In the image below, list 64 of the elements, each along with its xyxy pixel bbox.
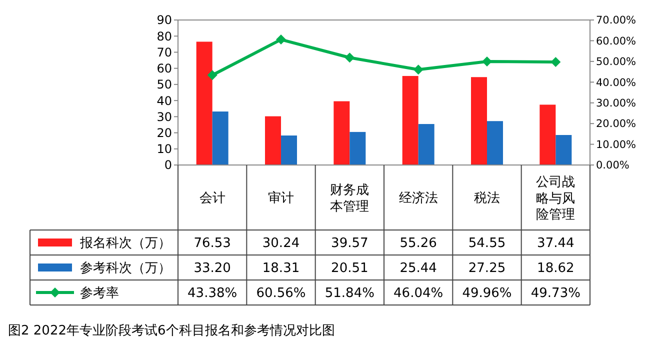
y-tick-label: 20 (156, 126, 172, 140)
data-label: 25.44 (400, 261, 437, 276)
y-tick-label: 30 (156, 110, 172, 124)
data-label: 46.04% (394, 286, 444, 302)
bar (402, 76, 418, 165)
y-tick-label: 50 (156, 78, 172, 92)
data-label: 39.57 (331, 236, 368, 252)
point (344, 52, 355, 63)
data-label: 55.26 (400, 236, 437, 252)
x-tick-label: 经济法 (398, 191, 438, 206)
legend-label: 参考科次（万） (80, 261, 171, 276)
data-label: 30.24 (262, 236, 300, 252)
bar (281, 136, 297, 165)
y2-tick-label: 60.00% (596, 35, 636, 48)
bar (487, 121, 503, 165)
y-tick-label: 0 (164, 158, 172, 172)
x-tick-label: 公司战略与风险管理 (536, 175, 576, 223)
legend-label: 参考率 (80, 285, 119, 302)
y2-tick-label: 30.00% (596, 98, 636, 110)
bar (212, 112, 228, 165)
point (276, 34, 286, 45)
y2-tick-label: 70.00% (596, 14, 636, 27)
bar (334, 101, 350, 165)
y2-tick-label: 10.00% (596, 138, 636, 151)
data-label: 60.56% (256, 286, 306, 302)
bar (556, 135, 572, 165)
data-label: 43.38% (188, 286, 238, 302)
y-tick-label: 80 (156, 29, 172, 44)
x-tick-label: 税法 (474, 191, 500, 206)
point (207, 70, 218, 80)
data-label: 18.62 (537, 261, 574, 276)
bar (350, 132, 366, 165)
x-tick-label: 会计 (199, 191, 226, 206)
y-tick-label: 60 (156, 62, 172, 76)
data-label: 18.31 (262, 261, 300, 276)
data-label: 20.51 (331, 261, 368, 276)
data-label: 76.53 (194, 236, 231, 252)
bar (471, 77, 487, 165)
data-label: 51.84% (324, 286, 374, 302)
legend-label: 报名科次（万） (79, 236, 171, 252)
y-tick-label: 70 (156, 45, 172, 60)
bar (540, 104, 556, 165)
data-label: 49.73% (530, 286, 580, 302)
x-tick-label: 财务成本管理 (330, 183, 370, 214)
data-label: 54.55 (468, 236, 506, 252)
y2-tick-label: 50.00% (596, 56, 636, 68)
point (550, 56, 561, 67)
data-label: 37.44 (537, 236, 574, 252)
y-tick-label: 90 (156, 13, 172, 28)
y2-tick-label: 40.00% (596, 76, 636, 89)
data-label: 49.96% (462, 286, 512, 302)
y-tick-label: 40 (156, 94, 172, 108)
point (482, 56, 492, 67)
y2-tick-label: 20.00% (596, 118, 636, 130)
y-tick-label: 10 (156, 142, 172, 156)
point (413, 64, 424, 75)
text: 图2 2022年专业阶段考试6个科目报名和参考情况对比图 (8, 324, 335, 339)
bar (418, 124, 434, 165)
data-label: 27.25 (468, 261, 506, 276)
x-tick-label: 审计 (268, 190, 294, 206)
bar (196, 42, 212, 165)
y2-tick-label: 0.00% (596, 160, 630, 172)
data-label: 33.20 (194, 261, 231, 276)
bar (265, 116, 281, 165)
